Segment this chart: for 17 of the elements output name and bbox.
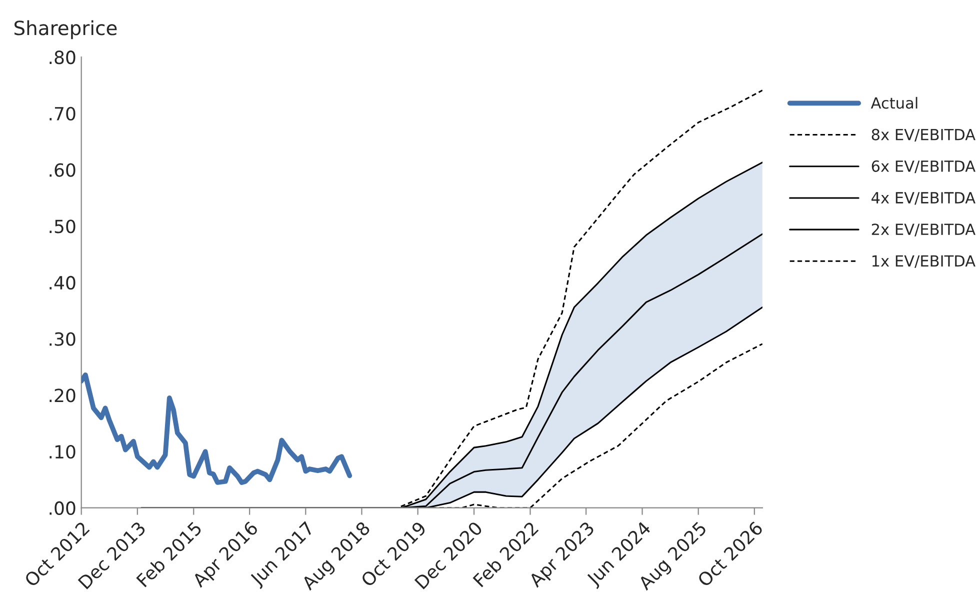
y-tick-label: .40 <box>50 276 76 290</box>
legend-label: Actual <box>870 96 918 109</box>
legend-label: 8x EV/EBITDA <box>872 128 976 142</box>
y-tick-label: .30 <box>50 332 76 346</box>
y-axis-title: Shareprice <box>14 20 117 40</box>
legend-label: 6x EV/EBITDA <box>872 160 976 174</box>
y-tick-label: .10 <box>50 444 76 459</box>
y-tick-label: .70 <box>50 106 76 121</box>
y-tick-label: .60 <box>50 163 76 177</box>
legend-label: 4x EV/EBITDA <box>872 192 976 205</box>
y-tick-label: .80 <box>50 50 76 64</box>
y-tick-label: .50 <box>50 220 76 234</box>
y-tick-label: .20 <box>50 388 76 402</box>
legend-label: 1x EV/EBITDA <box>872 255 976 268</box>
y-tick-label: .00 <box>50 501 76 515</box>
line-series <box>81 372 352 485</box>
legend-label: 2x EV/EBITDA <box>872 224 976 236</box>
